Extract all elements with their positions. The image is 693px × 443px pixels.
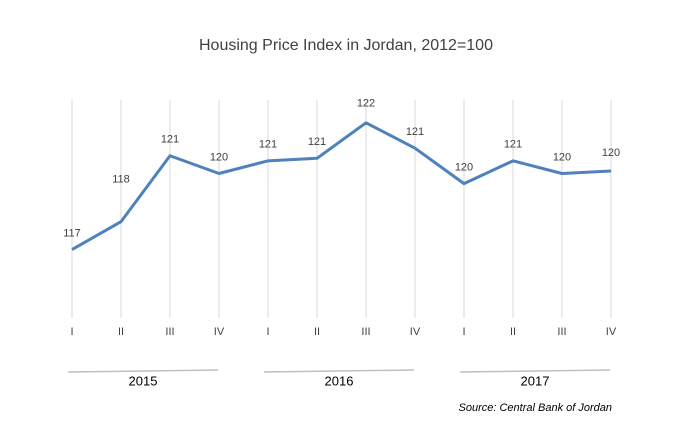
x-tick-label: I [266,326,269,338]
data-label: 121 [406,126,424,138]
data-label: 118 [112,174,130,186]
data-label: 120 [455,162,473,174]
data-label: 120 [210,151,228,163]
group-label: 2015 [129,373,158,388]
data-label: 117 [63,227,81,239]
data-label: 120 [553,151,571,163]
x-tick-label: II [314,326,320,338]
data-label: 121 [504,139,522,151]
data-label: 122 [357,98,375,110]
x-tick-label: IV [214,326,225,338]
x-tick-label: III [165,326,174,338]
line [71,121,612,251]
group-label: 2017 [521,373,550,388]
x-tick-label: IV [606,326,617,338]
group-line [263,369,415,373]
data-label: 120 [602,147,620,159]
source: Source: Central Bank of Jordan [459,402,612,414]
x-tick-label: III [361,326,370,338]
data-label: 121 [259,139,277,151]
data-label: 121 [308,136,326,148]
x-tick-label: IV [410,326,421,338]
x-tick-label: III [557,326,566,338]
group-line [67,369,219,373]
group-label: 2016 [325,373,354,388]
x-tick-label: I [462,326,465,338]
x-tick-label: II [510,326,516,338]
x-tick-label: I [70,326,73,338]
chart-title: Housing Price Index in Jordan, 2012=100 [199,37,493,54]
data-label: 121 [161,134,179,146]
x-tick-label: II [118,326,124,338]
group-line [459,369,611,373]
